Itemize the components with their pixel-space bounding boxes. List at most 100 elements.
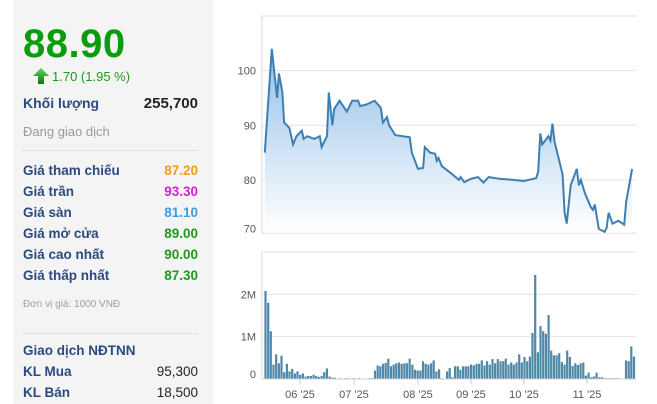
volume-bar bbox=[389, 366, 393, 379]
volume-bar bbox=[285, 363, 288, 379]
volume-bar bbox=[515, 362, 518, 379]
volume-bar bbox=[611, 378, 614, 379]
price-row: Giá trần 93.30 bbox=[23, 184, 198, 199]
volume-bar bbox=[504, 358, 507, 379]
volume-bar bbox=[339, 378, 342, 379]
price-row-label: Giá trần bbox=[23, 184, 75, 199]
volume-bar bbox=[584, 375, 587, 379]
volume-bar bbox=[467, 366, 470, 379]
volume-bar bbox=[598, 377, 601, 379]
volume-bar bbox=[518, 354, 521, 379]
volume-bar bbox=[376, 365, 379, 379]
y-tick-label: 80 bbox=[244, 175, 256, 187]
foreign-sell-row: KL Bán 18,500 bbox=[23, 385, 198, 400]
volume-bar bbox=[520, 362, 523, 379]
price-unit-note: Đơn vị giá: 1000 VNĐ bbox=[23, 299, 121, 310]
foreign-title-row: Giao dịch NĐTNN bbox=[23, 343, 198, 358]
volume-bar bbox=[267, 302, 270, 379]
price-row-value: 87.30 bbox=[164, 268, 198, 283]
price-line bbox=[263, 48, 634, 234]
volume-bar bbox=[446, 371, 449, 379]
volume-bar bbox=[408, 358, 411, 379]
volume-bar bbox=[510, 362, 513, 379]
volume-bar bbox=[430, 363, 433, 379]
foreign-title: Giao dịch NĐTNN bbox=[23, 343, 136, 358]
x-tick-label: 07 '25 bbox=[339, 389, 369, 401]
price-row-value: 90.00 bbox=[164, 247, 198, 262]
price-row-label: Giá mở cửa bbox=[23, 226, 99, 241]
volume-bar bbox=[272, 364, 275, 379]
price-row-value: 93.30 bbox=[164, 184, 198, 199]
volume-bar bbox=[542, 331, 545, 379]
price-row-value: 89.00 bbox=[164, 226, 198, 241]
volume-bar bbox=[317, 376, 320, 379]
volume-bar bbox=[347, 378, 350, 379]
divider bbox=[23, 150, 198, 151]
volume-bar bbox=[608, 378, 612, 379]
x-tick-label: 06 '25 bbox=[285, 389, 315, 401]
volume-bar bbox=[558, 353, 561, 379]
volume-bar bbox=[443, 378, 446, 379]
volume-bar bbox=[560, 362, 563, 379]
price-row-value: 81.10 bbox=[164, 205, 198, 220]
volume-bar bbox=[630, 346, 633, 379]
volume-bar bbox=[534, 274, 537, 379]
y-tick-label: 2M bbox=[241, 289, 256, 301]
x-tick-label: 11 '25 bbox=[573, 389, 602, 401]
x-tick-label: 08 '25 bbox=[403, 389, 433, 401]
volume-bar bbox=[448, 368, 451, 379]
quote-panel: 88.90 1.70 (1.95 %) Khối lượng 255,700 Đ… bbox=[14, 0, 213, 404]
volume-bar bbox=[387, 358, 390, 379]
volume-bar bbox=[499, 361, 502, 379]
volume-bar bbox=[494, 363, 497, 379]
volume-bar bbox=[462, 366, 465, 379]
volume-bar bbox=[480, 360, 483, 379]
volume-row: Khối lượng 255,700 bbox=[23, 95, 198, 112]
volume-bar bbox=[299, 374, 302, 379]
price-row-value: 87.20 bbox=[164, 163, 198, 178]
volume-bar bbox=[277, 363, 280, 379]
volume-bar bbox=[296, 371, 299, 379]
volume-bar bbox=[531, 332, 534, 379]
volume-bar bbox=[315, 376, 318, 379]
volume-bar bbox=[360, 378, 363, 379]
volume-value: 255,700 bbox=[143, 95, 198, 112]
y-tick-label: 90 bbox=[244, 120, 256, 132]
volume-bar bbox=[456, 366, 459, 379]
volume-label: Khối lượng bbox=[23, 95, 100, 111]
x-tick-label: 10 '25 bbox=[509, 389, 539, 401]
price-row-label: Giá sàn bbox=[23, 205, 72, 220]
volume-bar bbox=[438, 369, 441, 379]
volume-bar bbox=[496, 359, 499, 379]
volume-bar bbox=[328, 376, 331, 379]
volume-bar bbox=[566, 350, 569, 379]
volume-bar bbox=[275, 354, 278, 379]
volume-bar bbox=[363, 378, 366, 379]
volume-bar bbox=[576, 365, 579, 379]
volume-bar bbox=[568, 357, 571, 379]
volume-bar bbox=[405, 363, 409, 379]
volume-bar bbox=[264, 290, 267, 379]
volume-bar bbox=[590, 377, 593, 379]
volume-bar bbox=[349, 378, 352, 379]
volume-bar bbox=[582, 362, 585, 379]
foreign-sell-label: KL Bán bbox=[23, 385, 71, 400]
volume-bar bbox=[579, 363, 582, 379]
volume-bar bbox=[464, 366, 467, 379]
foreign-sell-value: 18,500 bbox=[156, 385, 198, 400]
volume-bar bbox=[413, 369, 417, 379]
volume-bar bbox=[539, 326, 542, 379]
price-row: Giá tham chiếu 87.20 bbox=[23, 163, 198, 178]
volume-bar bbox=[600, 377, 604, 379]
volume-bar bbox=[563, 364, 566, 379]
price-row-label: Giá thấp nhất bbox=[23, 268, 110, 283]
volume-bar bbox=[357, 378, 361, 379]
volume-bar bbox=[488, 364, 491, 379]
price-row: Giá sàn 81.10 bbox=[23, 205, 198, 220]
volume-bar bbox=[307, 376, 310, 379]
last-price: 88.90 bbox=[23, 22, 126, 66]
volume-bar bbox=[451, 377, 454, 379]
volume-bar bbox=[416, 370, 419, 379]
price-row: Giá mở cửa 89.00 bbox=[23, 226, 198, 241]
volume-bar bbox=[309, 376, 312, 379]
